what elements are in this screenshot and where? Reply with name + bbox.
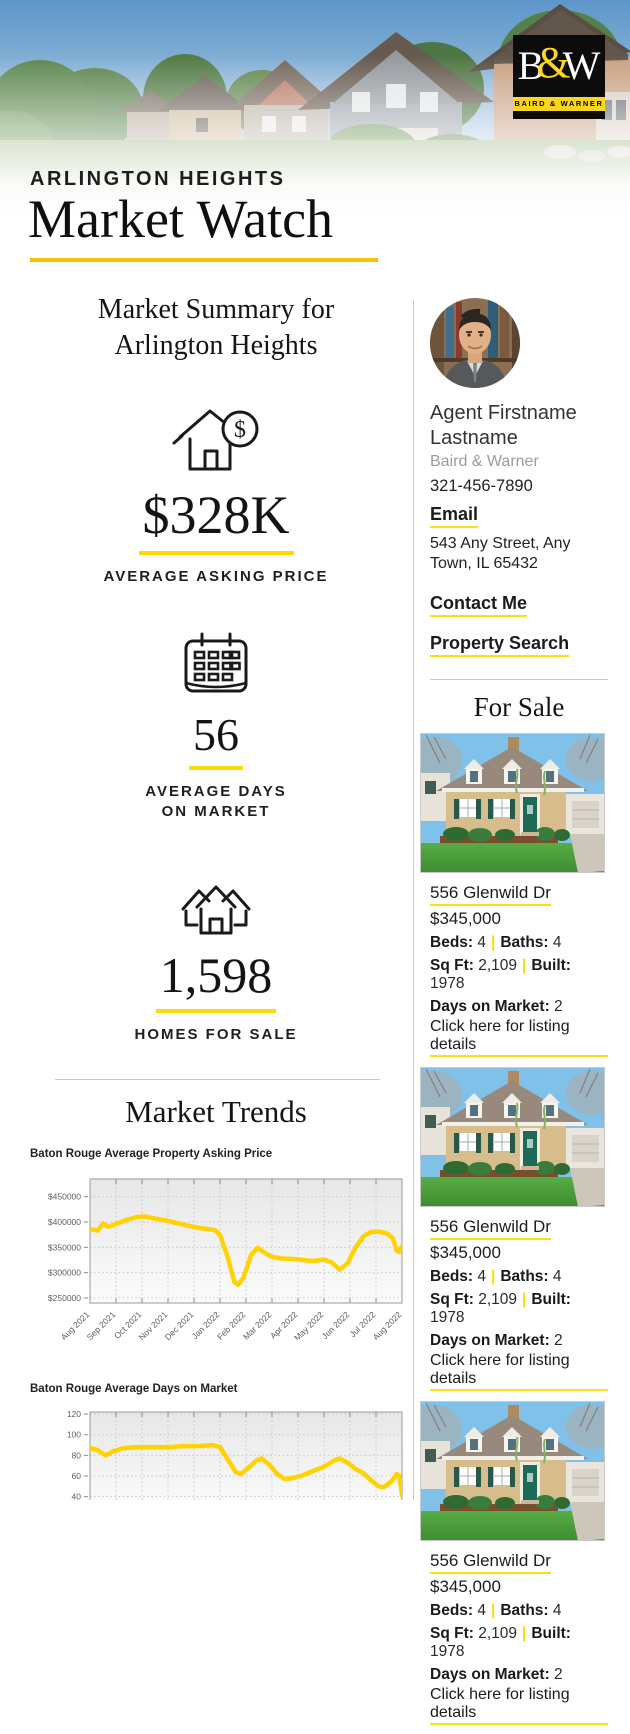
listing-card: 556 Glenwild Dr $345,000 Beds: 4|Baths: …	[430, 1067, 608, 1391]
listing-details-link[interactable]: Click here for listing details	[430, 1686, 608, 1725]
listing-price: $345,000	[430, 1243, 608, 1263]
listing-card: 556 Glenwild Dr $345,000 Beds: 4|Baths: …	[430, 1401, 608, 1725]
agent-photo	[430, 298, 520, 388]
svg-text:120: 120	[67, 1409, 81, 1419]
calendar-icon	[30, 631, 402, 704]
svg-text:80: 80	[72, 1450, 82, 1460]
listing-sqft-built: Sq Ft: 2,109|Built: 1978	[430, 957, 608, 993]
avg-days-label: AVERAGE DAYS ON MARKET	[30, 782, 402, 823]
avg-asking-price-value: $328K	[30, 484, 402, 555]
listing-address-link[interactable]: 556 Glenwild Dr	[430, 1551, 551, 1574]
listing-details-link[interactable]: Click here for listing details	[430, 1352, 608, 1391]
logo-wordmark: BAIRD & WARNER	[513, 97, 605, 111]
summary-title: Market Summary for Arlington Heights	[30, 292, 402, 365]
asking-price-chart-plot: $450000 $400000 $350000 $300000 $250000 Aug 2…	[30, 1165, 410, 1345]
svg-text:40: 40	[72, 1492, 82, 1500]
svg-text:$250000: $250000	[48, 1293, 81, 1303]
days-on-market-chart-title: Baton Rouge Average Days on Market	[30, 1383, 410, 1395]
agent-company: Baird & Warner	[430, 453, 608, 471]
page-title: Market Watch	[28, 188, 333, 250]
listing-photo[interactable]	[420, 1401, 605, 1541]
summary-title-line2: Arlington Heights	[115, 330, 318, 361]
agent-address: 543 Any Street, Any Town, IL 65432	[430, 534, 608, 575]
days-on-market-chart: Baton Rouge Average Days on Market 120 10…	[30, 1383, 410, 1505]
avg-asking-price-label: AVERAGE ASKING PRICE	[30, 567, 402, 587]
listing-beds-baths: Beds: 4|Baths: 4	[430, 934, 608, 952]
hero-header: B & W BAIRD & WARNER ARLINGTON HEIGHTS M…	[0, 0, 630, 270]
listing-days-on-market: Days on Market: 2	[430, 1666, 608, 1684]
svg-text:60: 60	[72, 1471, 82, 1481]
listing-price: $345,000	[430, 909, 608, 929]
svg-text:Jun 2022: Jun 2022	[320, 1309, 352, 1340]
listing-sqft-built: Sq Ft: 2,109|Built: 1978	[430, 1625, 608, 1661]
sidebar-divider	[430, 679, 608, 680]
svg-text:$300000: $300000	[48, 1268, 81, 1278]
listing-price: $345,000	[430, 1577, 608, 1597]
email-link[interactable]: Email	[430, 504, 478, 528]
listing-details-link[interactable]: Click here for listing details	[430, 1018, 608, 1057]
agent-sidebar: Agent Firstname Lastname Baird & Warner …	[430, 298, 608, 1734]
for-sale-title: For Sale	[430, 692, 608, 723]
listing-days-on-market: Days on Market: 2	[430, 1332, 608, 1350]
homes-for-sale-value: 1,598	[30, 946, 402, 1013]
listing-card: 556 Glenwild Dr $345,000 Beds: 4|Baths: …	[430, 733, 608, 1057]
logo-letters: B & W	[513, 35, 605, 97]
svg-text:$400000: $400000	[48, 1217, 81, 1227]
listing-beds-baths: Beds: 4|Baths: 4	[430, 1602, 608, 1620]
asking-price-chart: Baton Rouge Average Property Asking Pric…	[30, 1148, 410, 1345]
column-divider	[413, 300, 414, 1500]
dollar-glyph: $	[234, 417, 246, 443]
logo-ampersand: &	[536, 41, 570, 85]
house-dollar-icon: $	[30, 399, 402, 480]
baird-warner-logo: B & W BAIRD & WARNER	[513, 35, 605, 119]
listing-sqft-built: Sq Ft: 2,109|Built: 1978	[430, 1291, 608, 1327]
avg-days-value: 56	[30, 708, 402, 770]
asking-price-chart-title: Baton Rouge Average Property Asking Pric…	[30, 1148, 410, 1160]
market-trends-title: Market Trends	[30, 1094, 402, 1130]
svg-text:Aug 2022: Aug 2022	[371, 1309, 404, 1340]
listing-beds-baths: Beds: 4|Baths: 4	[430, 1268, 608, 1286]
title-underline	[30, 258, 378, 262]
listing-photo[interactable]	[420, 1067, 605, 1207]
summary-title-line1: Market Summary for	[98, 294, 334, 325]
listing-photo[interactable]	[420, 733, 605, 873]
listing-address-link[interactable]: 556 Glenwild Dr	[430, 1217, 551, 1240]
homes-icon	[30, 871, 402, 942]
listing-address-link[interactable]: 556 Glenwild Dr	[430, 883, 551, 906]
listing-days-on-market: Days on Market: 2	[430, 998, 608, 1016]
svg-text:$450000: $450000	[48, 1192, 81, 1202]
property-search-link[interactable]: Property Search	[430, 633, 569, 657]
svg-text:100: 100	[67, 1430, 81, 1440]
market-summary-section: Market Summary for Arlington Heights $ $…	[30, 292, 402, 1045]
agent-phone: 321-456-7890	[430, 477, 608, 496]
contact-me-link[interactable]: Contact Me	[430, 593, 527, 617]
section-divider	[55, 1079, 380, 1080]
svg-text:$350000: $350000	[48, 1242, 81, 1252]
agent-name: Agent Firstname Lastname	[430, 401, 608, 451]
homes-for-sale-label: HOMES FOR SALE	[30, 1025, 402, 1045]
